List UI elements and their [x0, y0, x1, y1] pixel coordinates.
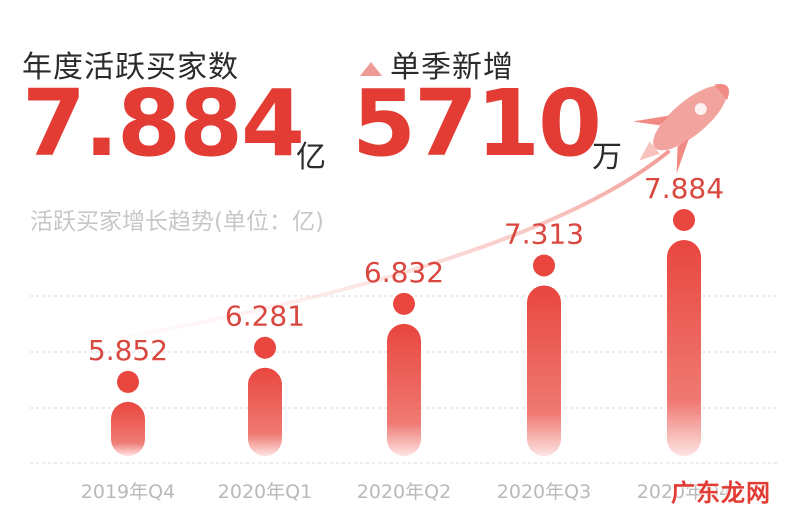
data-label: 7.884 — [644, 172, 724, 205]
bar — [387, 323, 421, 456]
x-tick-label: 2020年Q1 — [218, 481, 312, 503]
value-dot — [673, 209, 695, 231]
watermark: 广东龙网 — [671, 479, 771, 507]
value-dot — [254, 336, 276, 359]
chart-title: 活跃买家增长趋势(单位：亿) — [30, 209, 324, 235]
value-dot — [393, 292, 415, 315]
data-label: 6.832 — [364, 256, 444, 289]
x-tick-label: 2020年Q4 — [637, 481, 731, 503]
annual-buyers-label: 年度活跃买家数 — [22, 50, 239, 85]
bar — [667, 240, 701, 456]
up-triangle-icon — [360, 62, 382, 76]
bar — [248, 367, 282, 456]
annual-buyers-unit: 亿 — [296, 140, 326, 175]
quarter-new-unit: 万 — [592, 140, 622, 175]
bar — [111, 401, 145, 456]
quarter-new-label: 单季新增 — [390, 50, 514, 85]
value-dot — [117, 370, 139, 393]
annual-buyers-value: 7.884 — [22, 70, 305, 177]
growth-trail — [118, 150, 670, 340]
x-tick-label: 2020年Q2 — [357, 481, 451, 503]
x-tick-label: 2020年Q3 — [497, 481, 591, 503]
value-dot — [533, 254, 555, 277]
quarter-new-value: 5710 — [352, 70, 602, 177]
data-label: 7.313 — [504, 218, 584, 251]
x-tick-label: 2019年Q4 — [81, 481, 175, 503]
data-label: 5.852 — [88, 334, 168, 367]
bar — [527, 285, 561, 456]
rocket-icon — [632, 84, 730, 174]
data-label: 6.281 — [225, 300, 305, 333]
